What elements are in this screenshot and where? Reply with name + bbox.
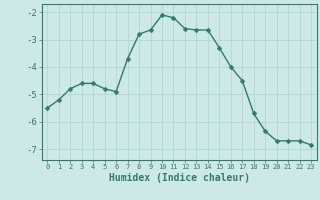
X-axis label: Humidex (Indice chaleur): Humidex (Indice chaleur) bbox=[109, 173, 250, 183]
